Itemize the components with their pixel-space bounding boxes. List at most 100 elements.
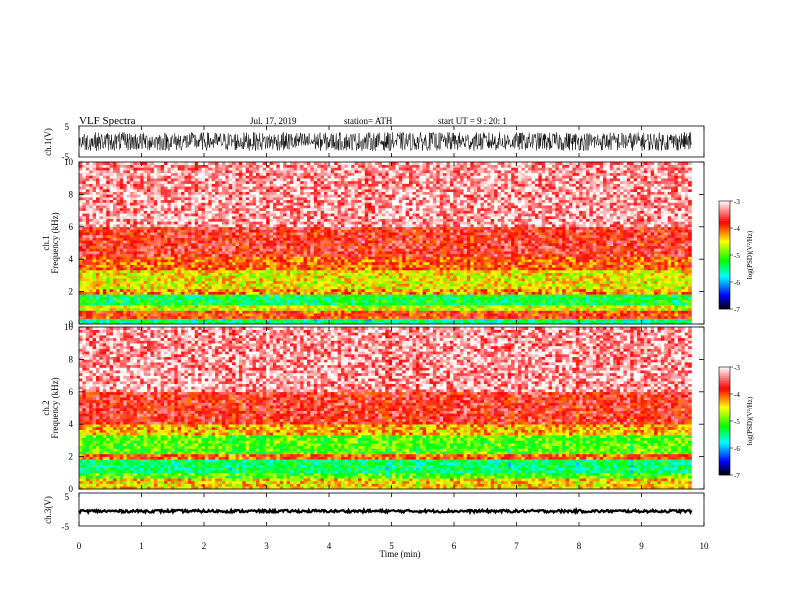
spectrogram-cell bbox=[252, 283, 257, 287]
spectrogram-cell bbox=[272, 313, 277, 317]
spectrogram-cell bbox=[320, 162, 325, 165]
spectrogram-cell bbox=[201, 283, 206, 287]
spectrogram-cell bbox=[79, 264, 83, 268]
spectrogram-cell bbox=[160, 180, 165, 184]
spectrogram-cell bbox=[160, 261, 165, 265]
spectrogram-cell bbox=[252, 294, 257, 298]
spectrogram-cell bbox=[327, 202, 332, 206]
spectrogram-cell bbox=[337, 175, 342, 179]
spectrogram-cell bbox=[157, 218, 161, 222]
spectrogram-cell bbox=[252, 259, 257, 263]
spectrogram-cell bbox=[330, 305, 335, 309]
spectrogram-cell bbox=[320, 248, 325, 252]
spectrogram-cell bbox=[310, 291, 315, 295]
spectrogram-cell bbox=[113, 202, 117, 206]
spectrogram-cell bbox=[106, 299, 110, 303]
spectrogram-cell bbox=[92, 167, 97, 171]
spectrogram-cell bbox=[89, 178, 93, 182]
spectrogram-cell bbox=[341, 186, 345, 190]
spectrogram-cell bbox=[300, 313, 304, 317]
spectrogram-cell bbox=[358, 283, 362, 287]
spectrogram-cell bbox=[133, 205, 138, 209]
spectrogram-cell bbox=[358, 186, 362, 190]
spectrogram-cell bbox=[218, 278, 223, 282]
spectrogram-cell bbox=[221, 194, 226, 198]
spectrogram-cell bbox=[167, 207, 172, 211]
spectrogram-cell bbox=[358, 205, 362, 209]
spectrogram-cell bbox=[102, 221, 107, 225]
spectrogram-cell bbox=[300, 251, 304, 255]
spectrogram-cell bbox=[296, 162, 301, 165]
spectrogram-cell bbox=[238, 321, 243, 325]
spectrogram-cell bbox=[170, 183, 175, 187]
spectrogram-cell bbox=[201, 205, 206, 209]
spectrogram-cell bbox=[150, 205, 155, 209]
spectrogram-cell bbox=[150, 172, 155, 176]
spectrogram-cell bbox=[208, 302, 213, 306]
spectrogram-cell bbox=[170, 186, 175, 190]
spectrogram-cell bbox=[99, 278, 104, 282]
spectrogram-cell bbox=[252, 280, 257, 284]
spectrogram-cell bbox=[198, 232, 202, 236]
spectrogram-cell bbox=[143, 278, 148, 282]
spectrogram-cell bbox=[221, 170, 226, 174]
spectrogram-cell bbox=[320, 240, 325, 244]
spectrogram-cell bbox=[208, 264, 213, 268]
spectrogram-cell bbox=[225, 162, 230, 165]
spectrogram-cell bbox=[358, 256, 362, 260]
spectrogram-cell bbox=[310, 216, 315, 219]
spectrogram-cell bbox=[85, 305, 90, 309]
spectrogram-cell bbox=[116, 224, 121, 228]
spectrogram-cell bbox=[92, 197, 97, 201]
spectrogram-cell bbox=[211, 180, 216, 184]
spectrogram-cell bbox=[201, 288, 206, 292]
spectrogram-cell bbox=[300, 191, 304, 195]
spectrogram-cell bbox=[102, 267, 107, 271]
spectrogram-cell bbox=[136, 272, 141, 276]
spectrogram-cell bbox=[133, 218, 138, 222]
spectrogram-cell bbox=[286, 191, 291, 195]
spectrogram-cell bbox=[140, 167, 144, 171]
spectrogram-cell bbox=[330, 270, 335, 273]
spectrogram-cell bbox=[225, 175, 230, 179]
spectrogram-cell bbox=[215, 189, 219, 192]
spectrogram-cell bbox=[201, 272, 206, 276]
spectrogram-cell bbox=[344, 251, 349, 255]
spectrogram-cell bbox=[218, 175, 223, 179]
spectrogram-cell bbox=[130, 315, 134, 319]
spectrogram-cell bbox=[347, 183, 352, 187]
spectrogram-cell bbox=[313, 226, 318, 230]
spectrogram-cell bbox=[306, 259, 311, 263]
spectrogram-cell bbox=[324, 245, 328, 249]
spectrogram-cell bbox=[123, 199, 127, 203]
spectrogram-cell bbox=[126, 237, 131, 241]
spectrogram-cell bbox=[153, 264, 158, 268]
spectrogram-cell bbox=[289, 178, 294, 182]
spectrogram-cell bbox=[232, 294, 236, 298]
spectrogram-cell bbox=[337, 264, 342, 268]
spectrogram-cell bbox=[130, 307, 134, 311]
spectrogram-cell bbox=[82, 267, 87, 271]
spectrogram-cell bbox=[147, 186, 151, 190]
spectrogram-cell bbox=[334, 170, 338, 174]
spectrogram-cell bbox=[177, 170, 182, 174]
spectrogram-cell bbox=[187, 178, 192, 182]
spectrogram-cell bbox=[283, 221, 287, 225]
spectrogram-cell bbox=[259, 216, 264, 219]
spectrogram-cell bbox=[79, 307, 83, 311]
spectrogram-cell bbox=[289, 272, 294, 276]
spectrogram-cell bbox=[136, 286, 141, 290]
spectrogram-cell bbox=[337, 229, 342, 233]
spectrogram-cell bbox=[82, 286, 87, 290]
spectrogram-cell bbox=[174, 313, 178, 317]
spectrogram-cell bbox=[347, 189, 352, 192]
spectrogram-cell bbox=[106, 270, 110, 273]
spectrogram-cell bbox=[232, 248, 236, 252]
spectrogram-cell bbox=[187, 278, 192, 282]
spectrogram-cell bbox=[266, 218, 270, 222]
spectrogram-cell bbox=[140, 226, 144, 230]
spectrogram-cell bbox=[106, 162, 110, 165]
spectrogram-cell bbox=[300, 180, 304, 184]
spectrogram-cell bbox=[327, 272, 332, 276]
spectrogram-cell bbox=[306, 167, 311, 171]
